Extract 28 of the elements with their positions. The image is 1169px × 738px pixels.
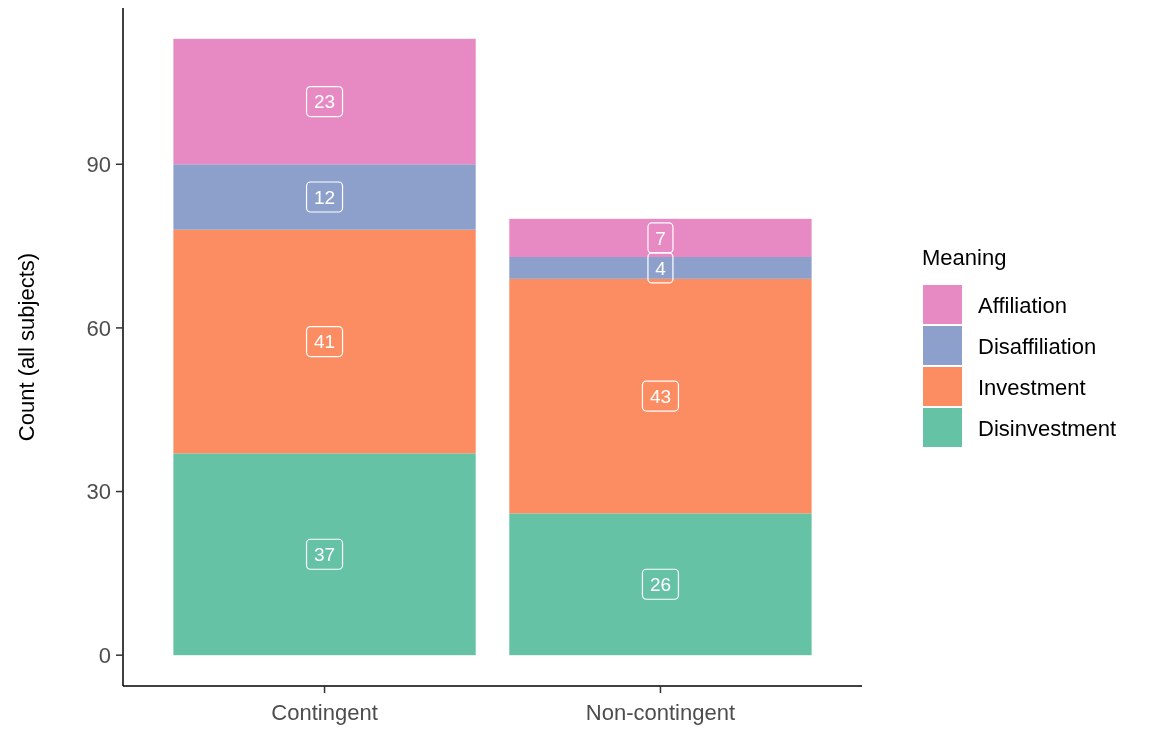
x-tick-label: Non-contingent [585,700,736,725]
legend-label: Affiliation [978,292,1067,318]
data-label: 26 [649,573,672,595]
data-label: 37 [313,543,336,565]
legend-label: Disaffiliation [978,333,1097,359]
y-tick-label: 30 [86,479,111,505]
bar [509,513,812,656]
legend-title: Meaning [922,245,1007,270]
y-axis-title: Count (all subjects) [14,252,39,442]
bar [509,218,812,257]
data-label: 12 [313,186,336,208]
bar [173,229,476,454]
data-label: 43 [649,385,672,407]
y-tick-label: 90 [86,151,111,177]
data-label: 23 [313,91,336,113]
data-label: 7 [655,227,666,249]
bar [173,164,476,230]
y-tick-label: 0 [98,642,111,668]
bar [509,257,812,279]
legend-label: Investment [978,374,1086,400]
bar [509,278,812,514]
data-label: 41 [313,331,336,353]
y-tick-label: 60 [86,315,111,341]
bar [173,453,476,656]
legend-label: Disinvestment [978,415,1117,441]
data-label: 4 [655,257,667,279]
bar [173,38,476,165]
x-tick-label: Contingent [271,700,378,725]
